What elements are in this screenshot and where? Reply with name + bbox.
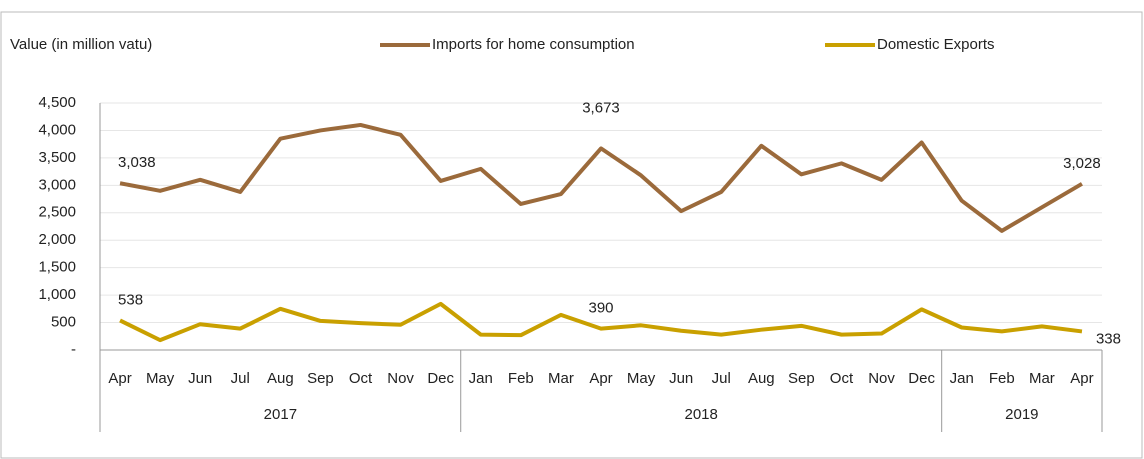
y-tick-label: 2,500 [38,204,76,221]
legend-label: Domestic Exports [877,36,995,53]
x-tick-label: Jul [231,370,250,387]
chart-frame [0,11,1143,459]
year-label: 2017 [264,406,297,423]
y-tick-label: 3,500 [38,149,76,166]
data-label: 3,038 [118,154,156,171]
x-tick-label: Nov [387,370,414,387]
data-label: 390 [588,300,613,317]
x-tick-label: Jan [950,370,974,387]
x-tick-label: Aug [267,370,294,387]
year-label: 2019 [1005,406,1038,423]
x-tick-label: Nov [868,370,895,387]
legend-label: Imports for home consumption [432,36,635,53]
x-tick-label: May [627,370,656,387]
x-tick-label: Feb [989,370,1015,387]
series-line [119,301,1083,343]
data-label: 3,673 [582,99,620,116]
x-tick-label: Jan [469,370,493,387]
x-tick-label: Dec [427,370,454,387]
x-tick-label: Jun [669,370,693,387]
data-label: 338 [1096,330,1121,347]
x-tick-label: Jun [188,370,212,387]
y-tick-label: 1,000 [38,286,76,303]
series-line [119,122,1083,233]
x-tick-label: Oct [830,370,854,387]
x-tick-label: Mar [1029,370,1055,387]
data-label: 538 [118,291,143,308]
x-tick-label: Dec [908,370,935,387]
x-tick-label: Mar [548,370,574,387]
x-tick-label: Aug [748,370,775,387]
y-tick-label: 3,000 [38,176,76,193]
x-tick-label: May [146,370,175,387]
x-tick-label: Apr [108,370,131,387]
x-tick-label: Sep [307,370,334,387]
x-tick-label: Apr [589,370,612,387]
x-tick-label: Jul [712,370,731,387]
x-tick-label: Sep [788,370,815,387]
y-tick-label: 4,500 [38,94,76,111]
data-label: 3,028 [1063,155,1101,172]
x-tick-label: Feb [508,370,534,387]
x-tick-label: Oct [349,370,373,387]
y-tick-label: 4,000 [38,121,76,138]
y-tick-label: 2,000 [38,231,76,248]
year-label: 2018 [685,406,718,423]
y-tick-label: 1,500 [38,259,76,276]
x-tick-label: Apr [1070,370,1093,387]
y-axis-label: Value (in million vatu) [10,36,152,53]
y-tick-label: - [71,341,76,358]
y-tick-label: 500 [51,314,76,331]
